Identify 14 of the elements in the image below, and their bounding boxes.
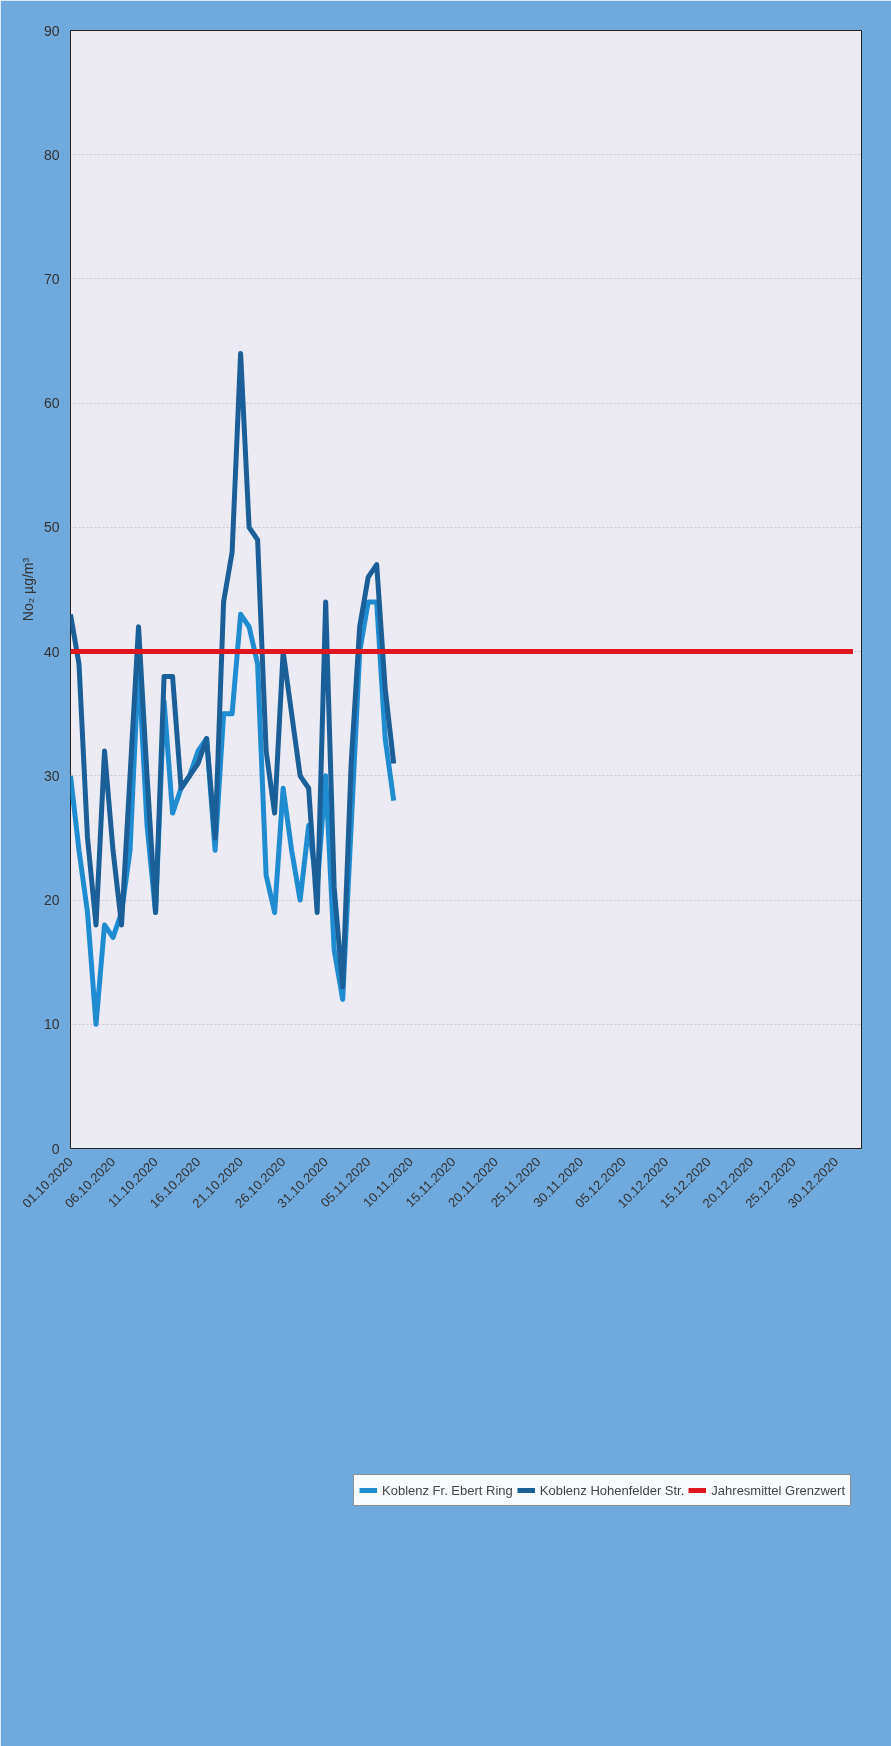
y-tick-label: 70 xyxy=(43,270,60,287)
legend-label: Jahresmittel Grenzwert xyxy=(711,1482,845,1498)
legend-label: Koblenz Hohenfelder Str. xyxy=(539,1482,685,1498)
y-axis-title: No₂ µg/m³ xyxy=(19,557,36,622)
y-tick-label: 90 xyxy=(43,22,60,39)
y-tick-label: 10 xyxy=(43,1016,60,1033)
y-tick-label: 50 xyxy=(43,519,60,536)
y-tick-label: 0 xyxy=(51,1140,60,1157)
y-tick-label: 30 xyxy=(43,767,60,784)
y-tick-label: 80 xyxy=(43,146,60,163)
y-tick-label: 20 xyxy=(43,892,60,909)
y-tick-label: 40 xyxy=(43,643,60,660)
legend-label: Koblenz Fr. Ebert Ring xyxy=(382,1482,513,1498)
y-tick-label: 60 xyxy=(43,395,60,412)
